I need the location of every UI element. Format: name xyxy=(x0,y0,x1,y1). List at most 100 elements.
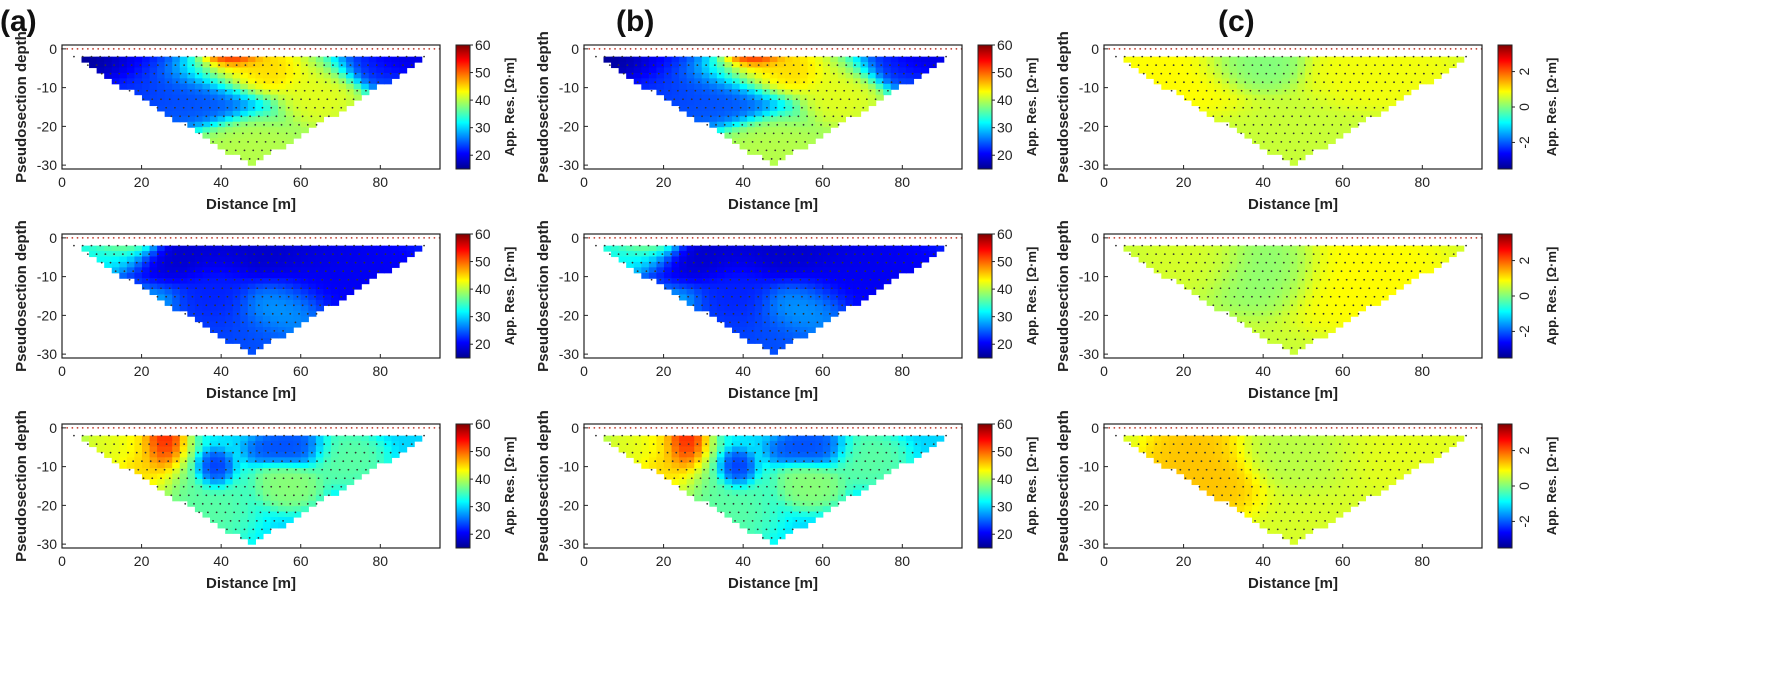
data-cell xyxy=(709,78,718,85)
y-tick-label: -20 xyxy=(37,497,57,513)
data-point xyxy=(811,312,814,315)
data-cell xyxy=(300,451,309,458)
electrode-marker xyxy=(629,47,632,50)
electrode-marker xyxy=(81,47,84,50)
data-point xyxy=(799,321,801,324)
data-point xyxy=(825,468,828,471)
electrode-marker xyxy=(418,47,420,50)
data-cell xyxy=(217,83,226,90)
data-cell xyxy=(255,327,264,334)
data-cell xyxy=(868,451,877,458)
data-point xyxy=(266,115,269,118)
colorbar xyxy=(977,233,993,359)
data-cell xyxy=(194,294,204,301)
data-cell xyxy=(187,89,196,96)
data-cell xyxy=(270,83,279,90)
electrode-marker xyxy=(324,47,327,50)
data-cell xyxy=(686,446,695,453)
x-tick-label: 80 xyxy=(373,363,389,379)
data-cell xyxy=(784,94,794,101)
data-cell xyxy=(376,267,385,274)
data-cell xyxy=(217,116,226,123)
data-cell xyxy=(671,441,680,448)
data-cell xyxy=(762,435,771,442)
data-cell xyxy=(807,256,816,263)
data-cell xyxy=(724,468,733,475)
data-point xyxy=(240,494,243,497)
data-point xyxy=(837,312,840,315)
data-point xyxy=(841,261,844,264)
panel-label-b: (b) xyxy=(616,5,654,38)
electrode-marker xyxy=(335,47,338,50)
data-cell xyxy=(883,67,892,74)
data-cell xyxy=(686,484,695,491)
data-point xyxy=(844,295,847,298)
data-cell xyxy=(784,462,794,469)
electrode-marker xyxy=(660,236,663,239)
data-cell xyxy=(247,100,256,107)
data-cell xyxy=(187,251,196,258)
data-point xyxy=(286,278,289,281)
electrode-marker xyxy=(924,236,927,239)
data-cell xyxy=(247,462,256,469)
data-cell xyxy=(293,245,302,252)
data-cell xyxy=(308,289,317,296)
data-point xyxy=(867,72,870,75)
data-cell xyxy=(323,62,332,69)
data-point xyxy=(259,511,262,514)
data-cell xyxy=(368,83,377,90)
data-point xyxy=(709,115,712,118)
data-cell xyxy=(611,245,620,252)
data-point xyxy=(664,287,667,290)
electrode-marker xyxy=(779,236,782,239)
data-cell xyxy=(323,72,332,79)
data-cell xyxy=(391,441,400,448)
data-cell xyxy=(686,468,695,475)
data-cell xyxy=(315,105,325,112)
data-cell xyxy=(194,261,204,268)
data-point xyxy=(762,451,765,454)
data-cell xyxy=(845,479,854,486)
data-point xyxy=(249,451,252,454)
data-point xyxy=(708,434,711,437)
data-cell xyxy=(830,72,839,79)
data-point xyxy=(184,460,187,463)
data-cell xyxy=(663,251,673,258)
electrode-marker xyxy=(598,47,601,50)
data-cell xyxy=(784,479,794,486)
data-cell xyxy=(194,446,204,453)
data-cell xyxy=(293,305,302,312)
data-cell xyxy=(247,143,256,150)
data-cell xyxy=(777,310,786,317)
data-point xyxy=(726,55,729,58)
data-cell xyxy=(815,321,824,328)
data-point xyxy=(127,261,129,264)
electrode-marker xyxy=(366,47,369,50)
data-cell xyxy=(694,299,703,306)
data-point xyxy=(717,244,720,247)
data-cell xyxy=(240,522,249,529)
data-point xyxy=(231,494,234,497)
data-cell xyxy=(845,457,854,464)
data-point xyxy=(910,434,912,437)
data-cell xyxy=(716,468,726,475)
data-cell xyxy=(217,305,226,312)
data-cell xyxy=(784,132,794,139)
data-cell xyxy=(247,256,256,263)
data-cell xyxy=(285,110,294,117)
data-point xyxy=(405,244,408,247)
data-point xyxy=(195,434,198,437)
data-cell xyxy=(852,72,862,79)
data-cell xyxy=(240,143,249,150)
data-cell xyxy=(724,245,733,252)
electrode-marker xyxy=(164,236,167,239)
data-point xyxy=(238,98,241,101)
data-cell xyxy=(391,451,400,458)
x-axis-label: Distance [m] xyxy=(728,196,818,213)
data-cell xyxy=(800,110,809,117)
data-point xyxy=(335,434,338,437)
data-cell xyxy=(883,56,892,63)
data-point xyxy=(318,434,320,437)
data-cell xyxy=(225,305,234,312)
data-point xyxy=(165,485,168,488)
